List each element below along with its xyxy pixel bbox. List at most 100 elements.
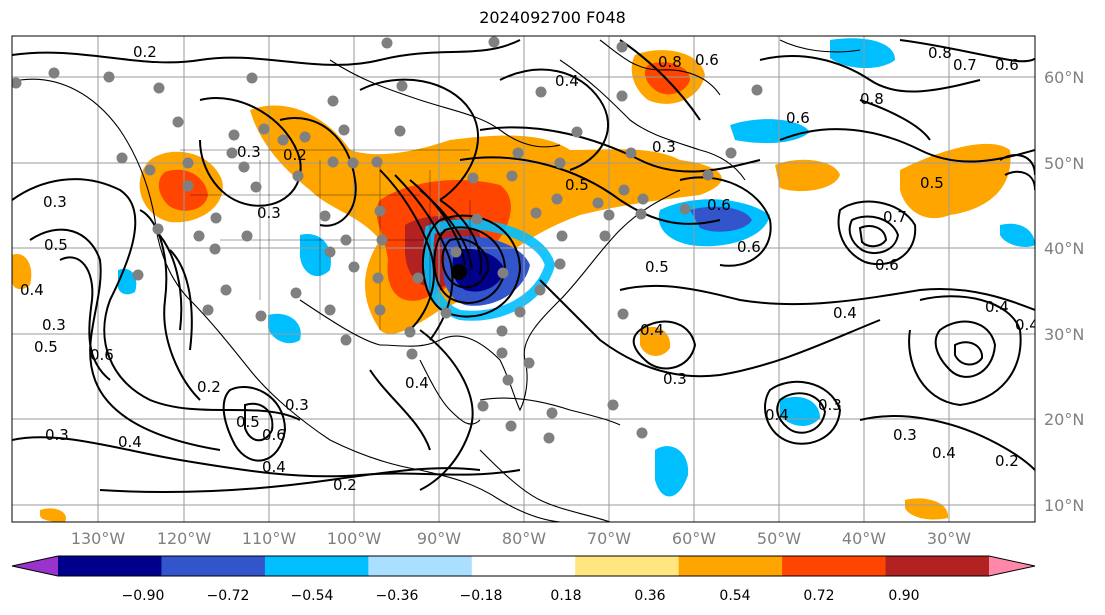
contour-label: 0.8 bbox=[928, 44, 952, 62]
fill-pos-east bbox=[900, 143, 1011, 219]
contour-label: 0.4 bbox=[985, 298, 1009, 316]
contour-label: 0.3 bbox=[42, 316, 66, 334]
colorbar-arrow-high bbox=[989, 556, 1035, 576]
contour-label: 0.4 bbox=[405, 374, 429, 392]
lat-label: 20°N bbox=[1044, 410, 1084, 429]
lat-label: 60°N bbox=[1044, 68, 1084, 87]
lon-label: 100°W bbox=[327, 529, 382, 548]
contour-label: 0.3 bbox=[818, 396, 842, 414]
contour-label: 0.5 bbox=[34, 338, 58, 356]
contour-label: 0.2 bbox=[283, 146, 307, 164]
contour-label: 0.3 bbox=[43, 193, 67, 211]
lat-label: 10°N bbox=[1044, 496, 1084, 515]
colorbar-arrow-low bbox=[12, 556, 58, 576]
colorbar-tick-label: 0.72 bbox=[803, 588, 834, 604]
fill-neg-plains bbox=[299, 234, 331, 277]
colorbar-segment bbox=[885, 556, 990, 576]
contour-label: 0.8 bbox=[860, 90, 884, 108]
contour-label: 0.4 bbox=[640, 321, 664, 339]
lon-label: 50°W bbox=[757, 529, 801, 548]
longitude-labels: 130°W 120°W 110°W 100°W 90°W 80°W 70°W 6… bbox=[71, 529, 971, 548]
contour-label: 0.4 bbox=[833, 304, 857, 322]
contour-label: 0.6 bbox=[262, 426, 286, 444]
colorbar-segment bbox=[58, 556, 162, 576]
colorbar-tick-label: −0.72 bbox=[207, 588, 250, 604]
colorbar-tick-label: 0.54 bbox=[719, 588, 750, 604]
lat-label: 40°N bbox=[1044, 239, 1084, 258]
fill-neg-north bbox=[830, 38, 895, 69]
contour-label: 0.6 bbox=[875, 256, 899, 274]
lon-label: 70°W bbox=[587, 529, 631, 548]
colorbar-tick-label: −0.36 bbox=[376, 588, 419, 604]
fill-neg-max bbox=[452, 248, 505, 292]
lon-label: 90°W bbox=[417, 529, 461, 548]
coastlines bbox=[19, 39, 861, 522]
contour-lines bbox=[12, 39, 1035, 493]
colorbar-segment bbox=[161, 556, 266, 576]
contour-label: 0.2 bbox=[133, 43, 157, 61]
contour-label: 0.5 bbox=[236, 413, 260, 431]
contour-label: 0.6 bbox=[707, 196, 731, 214]
fill-pos-se bbox=[905, 498, 949, 520]
lon-label: 110°W bbox=[242, 529, 297, 548]
lon-label: 130°W bbox=[71, 529, 126, 548]
contour-label: 0.5 bbox=[565, 176, 589, 194]
lon-label: 30°W bbox=[927, 529, 971, 548]
lat-label: 50°N bbox=[1044, 154, 1084, 173]
contour-label: 0.6 bbox=[90, 346, 114, 364]
colorbar-outline bbox=[11, 555, 1036, 577]
colorbar-segment bbox=[264, 556, 369, 576]
contour-label: 0.7 bbox=[883, 208, 907, 226]
colorbar: −0.90 −0.72 −0.54 −0.36 −0.18 0.18 0.36 … bbox=[11, 555, 1036, 604]
colorbar-segment bbox=[368, 556, 473, 576]
contour-label: 0.7 bbox=[953, 56, 977, 74]
fill-pos-atl bbox=[775, 159, 840, 192]
station-dots bbox=[12, 36, 763, 444]
contour-label: 0.4 bbox=[1015, 316, 1039, 334]
lon-label: 120°W bbox=[157, 529, 212, 548]
fill-pos-strong bbox=[158, 169, 208, 211]
contour-label: 0.4 bbox=[765, 406, 789, 424]
contour-label: 0.4 bbox=[262, 458, 286, 476]
contour-label: 0.4 bbox=[555, 72, 579, 90]
contour-label: 0.6 bbox=[695, 51, 719, 69]
low-center-marker bbox=[451, 264, 467, 280]
fill-pos-west bbox=[12, 254, 32, 290]
contour-label: 0.4 bbox=[20, 281, 44, 299]
colorbar-tick-label: −0.54 bbox=[291, 588, 334, 604]
contour-label: 0.5 bbox=[44, 236, 68, 254]
colorbar-segment bbox=[575, 556, 680, 576]
lon-label: 80°W bbox=[502, 529, 546, 548]
contour-label: 0.8 bbox=[658, 53, 682, 71]
contour-label: 0.6 bbox=[737, 238, 761, 256]
fill-neg-east bbox=[1000, 223, 1035, 247]
contour-label: 0.6 bbox=[995, 56, 1019, 74]
lat-label: 30°N bbox=[1044, 325, 1084, 344]
contour-label: 0.6 bbox=[786, 109, 810, 127]
contour-label: 0.3 bbox=[663, 370, 687, 388]
colorbar-tick-label: 0.90 bbox=[888, 588, 919, 604]
colorbar-segments bbox=[58, 556, 990, 576]
map-title: 2024092700 F048 bbox=[479, 8, 626, 27]
lon-label: 40°W bbox=[842, 529, 886, 548]
contour-label: 0.4 bbox=[932, 444, 956, 462]
colorbar-segment bbox=[678, 556, 783, 576]
lon-label: 60°W bbox=[672, 529, 716, 548]
fill-neg-mex bbox=[268, 313, 301, 344]
colorbar-tick-label: 0.36 bbox=[634, 588, 665, 604]
graticule bbox=[12, 36, 1035, 522]
colorbar-segment bbox=[471, 556, 576, 576]
contour-label: 0.2 bbox=[197, 378, 221, 396]
contour-label: 0.5 bbox=[645, 258, 669, 276]
contour-label: 0.3 bbox=[45, 426, 69, 444]
colorbar-segment bbox=[782, 556, 887, 576]
contour-label: 0.3 bbox=[652, 138, 676, 156]
map-layers: 0.2 0.3 0.5 0.4 0.3 0.5 0.6 0.3 0.4 0.4 … bbox=[12, 36, 1039, 522]
colorbar-tick-label: −0.90 bbox=[122, 588, 165, 604]
contour-label: 0.5 bbox=[920, 174, 944, 192]
contour-value-labels: 0.2 0.3 0.5 0.4 0.3 0.5 0.6 0.3 0.4 0.4 … bbox=[20, 43, 1039, 494]
contour-label: 0.3 bbox=[237, 143, 261, 161]
colorbar-tick-labels: −0.90 −0.72 −0.54 −0.36 −0.18 0.18 0.36 … bbox=[122, 588, 920, 604]
colorbar-tick-label: 0.18 bbox=[550, 588, 581, 604]
